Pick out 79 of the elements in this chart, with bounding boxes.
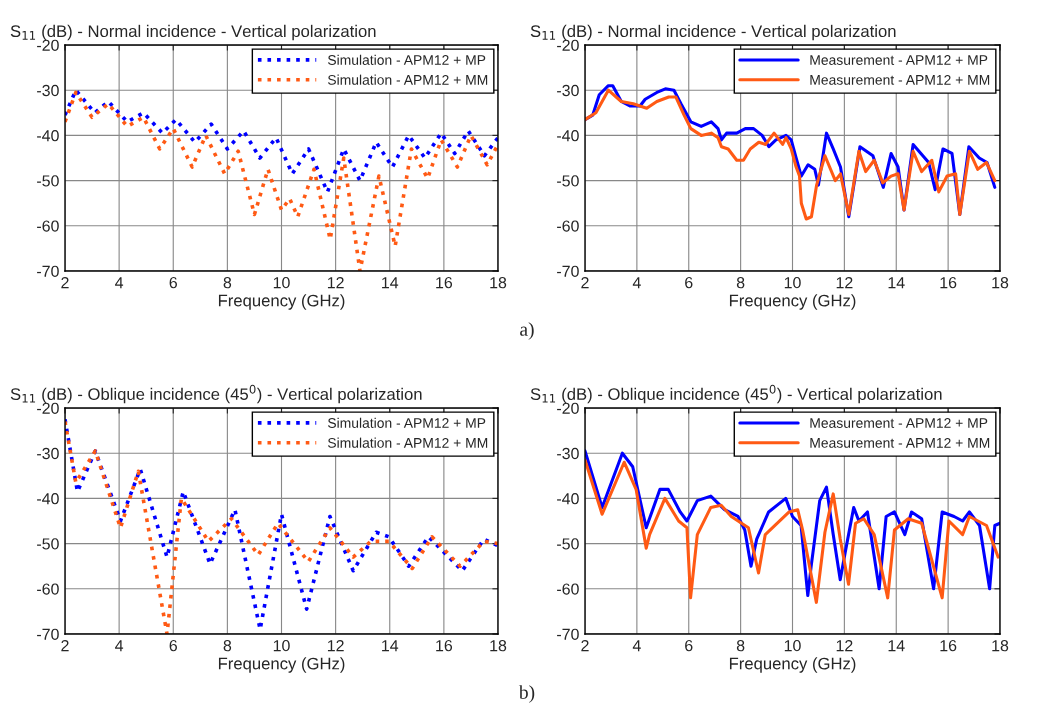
legend-label: Simulation - APM12 + MP	[327, 417, 486, 428]
x-tick-label: 10	[784, 276, 801, 289]
x-tick-label: 14	[888, 640, 905, 652]
y-tick-label: -20	[37, 402, 59, 414]
y-tick-label: -20	[557, 39, 579, 51]
chart-title: S$_{11}$ (dB) - Oblique incidence (45$^{0}$) - Vertical polarization	[530, 384, 942, 404]
x-axis-title: Frequency (GHz)	[729, 657, 856, 673]
chart-title: S$_{11}$ (dB) - Normal incidence - Vertical polarization	[10, 24, 376, 41]
x-tick-label: 2	[581, 639, 589, 652]
chart-title: S$_{11}$ (dB) - Oblique incidence (45$^{0}$) - Vertical polarization	[10, 384, 422, 404]
y-tick-label: -30	[557, 84, 579, 97]
x-tick-label: 4	[632, 277, 641, 289]
legend-label: Simulation - APM12 + MM	[327, 437, 488, 448]
y-tick-label: -30	[37, 447, 59, 460]
x-tick-label: 12	[836, 639, 853, 652]
x-tick-label: 8	[223, 276, 232, 289]
line-series	[65, 88, 498, 194]
x-tick-label: 18	[490, 639, 507, 652]
x-tick-label: 10	[273, 639, 290, 652]
x-tick-label: 16	[940, 276, 957, 289]
legend-label: Measurement - APM12 + MM	[810, 437, 990, 448]
y-tick-label: -30	[557, 447, 579, 460]
x-tick-label: 6	[685, 639, 693, 652]
x-tick-label: 2	[61, 276, 69, 289]
x-tick-label: 4	[115, 277, 124, 289]
y-tick-label: -70	[557, 628, 579, 640]
y-tick-label: -50	[557, 538, 579, 550]
x-tick-label: 14	[382, 640, 399, 652]
x-tick-label: 8	[736, 276, 745, 289]
x-tick-label: 18	[992, 276, 1009, 289]
x-tick-label: 8	[736, 639, 745, 652]
x-tick-label: 2	[61, 639, 69, 652]
y-tick-label: -70	[37, 628, 59, 640]
x-tick-label: 14	[382, 277, 399, 289]
x-tick-label: 12	[327, 276, 344, 289]
legend-label: Measurement - APM12 + MM	[810, 74, 990, 85]
x-axis-title: Frequency (GHz)	[218, 657, 345, 673]
x-tick-label: 6	[685, 276, 693, 289]
y-tick-label: -60	[557, 220, 579, 232]
x-tick-label: 18	[490, 276, 507, 289]
x-tick-label: 6	[169, 639, 177, 652]
x-tick-label: 12	[836, 276, 853, 289]
chart-title: S$_{11}$ (dB) - Normal incidence - Vertical polarization	[530, 24, 896, 41]
x-tick-label: 2	[581, 276, 589, 289]
y-tick-label: -40	[37, 493, 59, 505]
x-tick-label: 14	[888, 277, 905, 289]
y-tick-label: -60	[37, 220, 59, 232]
legend-label: Measurement - APM12 + MP	[810, 418, 988, 428]
legend-label: Simulation - APM12 + MM	[327, 74, 488, 85]
x-tick-label: 16	[436, 639, 453, 652]
y-tick-label: -70	[557, 265, 579, 277]
x-tick-label: 6	[169, 276, 177, 289]
y-tick-label: -30	[37, 84, 59, 97]
x-axis-title: Frequency (GHz)	[218, 294, 345, 310]
y-tick-label: -60	[557, 583, 579, 595]
x-tick-label: 8	[223, 639, 232, 652]
y-tick-label: -40	[37, 130, 59, 142]
y-tick-label: -60	[37, 583, 59, 595]
y-tick-label: -50	[557, 175, 579, 187]
y-tick-label: -20	[37, 39, 59, 51]
x-tick-label: 16	[940, 639, 957, 652]
y-tick-label: -50	[37, 538, 59, 550]
x-tick-label: 10	[273, 276, 290, 289]
y-tick-label: -40	[557, 493, 579, 505]
y-tick-label: -70	[37, 265, 59, 277]
x-tick-label: 4	[115, 640, 124, 652]
x-tick-label: 4	[632, 640, 641, 652]
x-tick-label: 16	[436, 276, 453, 289]
x-tick-label: 12	[327, 639, 344, 652]
legend-label: Simulation - APM12 + MP	[327, 54, 486, 65]
y-tick-label: -50	[37, 175, 59, 187]
text: b)	[518, 685, 535, 703]
x-tick-label: 10	[784, 639, 801, 652]
x-axis-title: Frequency (GHz)	[729, 294, 856, 310]
x-tick-label: 18	[992, 639, 1009, 652]
y-tick-label: -20	[557, 402, 579, 414]
legend-label: Measurement - APM12 + MP	[810, 55, 988, 65]
text: a)	[520, 322, 534, 340]
y-tick-label: -40	[557, 130, 579, 142]
